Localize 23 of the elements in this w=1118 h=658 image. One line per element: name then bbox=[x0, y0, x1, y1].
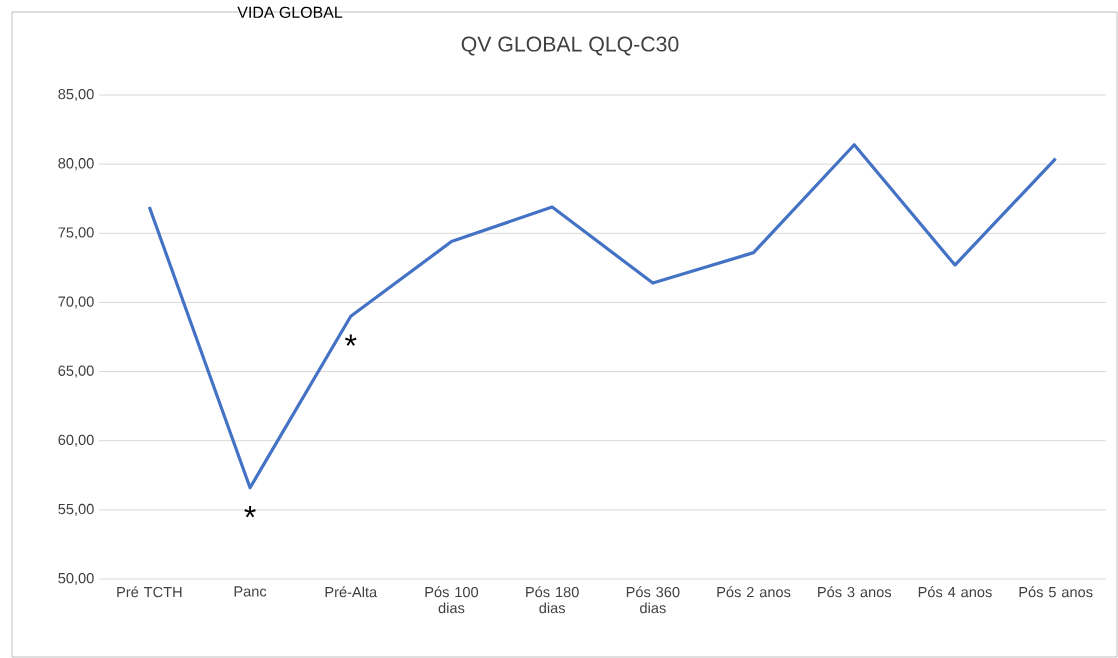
y-tick-label: 70,00 bbox=[58, 296, 94, 309]
y-tick-label: 55,00 bbox=[58, 503, 94, 516]
y-tick-label: 60,00 bbox=[58, 434, 94, 447]
text: VIDA GLOBAL bbox=[237, 6, 343, 18]
y-tick-label: 50,00 bbox=[58, 572, 94, 586]
x-tick-label: Pós 4 anos bbox=[918, 586, 992, 598]
y-tick-label: 85,00 bbox=[58, 88, 94, 102]
y-tick-label: 75,00 bbox=[58, 227, 94, 240]
x-tick-label: Pós 180 dias bbox=[526, 586, 579, 614]
x-tick-label: Pós 100 dias bbox=[425, 586, 479, 614]
x-tick-label: Pós 360 dias bbox=[626, 586, 680, 614]
chart-title: QV GLOBAL QLQ-C30 bbox=[461, 36, 679, 56]
annotation: * bbox=[345, 334, 357, 346]
y-tick-label: 80,00 bbox=[58, 158, 94, 171]
y-tick-label: 65,00 bbox=[58, 365, 94, 378]
x-tick-label: Pré TCTH bbox=[117, 586, 182, 598]
x-tick-label: Pós 5 anos bbox=[1019, 586, 1093, 598]
x-tick-label: Pós 3 anos bbox=[818, 586, 892, 598]
x-tick-label: Pré-Alta bbox=[325, 586, 378, 598]
x-tick-label: Pós 2 anos bbox=[717, 586, 791, 598]
annotation: * bbox=[244, 506, 256, 518]
line-series bbox=[147, 143, 1058, 490]
x-tick-label: Panc bbox=[234, 586, 267, 597]
